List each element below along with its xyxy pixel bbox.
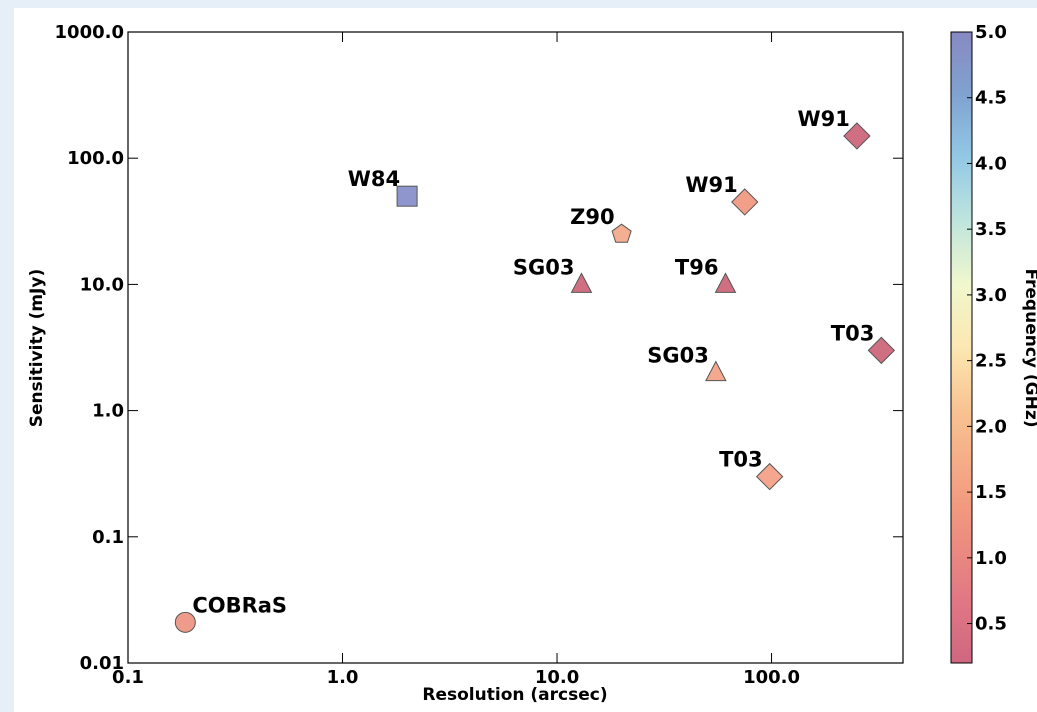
colorbar <box>951 32 972 663</box>
colorbar-tick-label: 1.5 <box>975 482 1007 503</box>
colorbar-tick-label: 5.0 <box>975 22 1007 43</box>
colorbar-tick-label: 4.5 <box>975 88 1007 109</box>
point <box>755 462 784 491</box>
y-tick-label: 10.0 <box>80 274 124 295</box>
x-tick-label: 100.0 <box>743 667 800 688</box>
point-label: T03 <box>719 448 763 472</box>
point-label: SG03 <box>647 344 709 368</box>
x-tick-label: 0.1 <box>112 667 144 688</box>
point-label: T03 <box>831 321 875 345</box>
colorbar-tick-label: 4.0 <box>975 153 1007 174</box>
background <box>14 8 1037 712</box>
point-label: COBRaS <box>192 593 287 617</box>
y-axis-label: Sensitivity (mJy) <box>27 269 47 427</box>
point-label: Z90 <box>570 205 614 229</box>
x-tick-label: 1.0 <box>327 667 359 688</box>
colorbar-tick-label: 0.5 <box>975 614 1007 635</box>
point <box>867 336 896 365</box>
y-tick-label: 1000.0 <box>55 22 124 43</box>
point <box>396 185 418 207</box>
colorbar-tick-label: 3.5 <box>975 219 1007 240</box>
point-label: W91 <box>685 173 737 197</box>
point <box>843 122 871 150</box>
y-tick-label: 0.01 <box>80 653 124 674</box>
point <box>174 611 196 633</box>
x-tick-label: 10.0 <box>535 667 579 688</box>
point-label: W91 <box>798 107 850 131</box>
colorbar-tick-label: 3.0 <box>975 285 1007 306</box>
point-label: T96 <box>675 255 719 279</box>
point <box>731 188 759 216</box>
colorbar-tick-label: 2.0 <box>975 416 1007 437</box>
y-tick-label: 1.0 <box>92 401 124 422</box>
colorbar-tick-label: 1.0 <box>975 548 1007 569</box>
point <box>705 360 727 382</box>
colorbar-tick-label: 2.5 <box>975 351 1007 372</box>
colorbar-label: Frequency (GHz) <box>1021 268 1037 427</box>
point-label: SG03 <box>513 255 575 279</box>
point-label: W84 <box>348 167 400 191</box>
y-tick-label: 100.0 <box>67 148 124 169</box>
y-tick-label: 0.1 <box>92 527 124 548</box>
point <box>570 272 593 293</box>
point <box>714 272 737 293</box>
x-axis-label: Resolution (arcsec) <box>422 685 607 705</box>
colorbar-frame <box>950 31 973 664</box>
plot-frame <box>127 31 904 664</box>
point <box>611 223 632 243</box>
